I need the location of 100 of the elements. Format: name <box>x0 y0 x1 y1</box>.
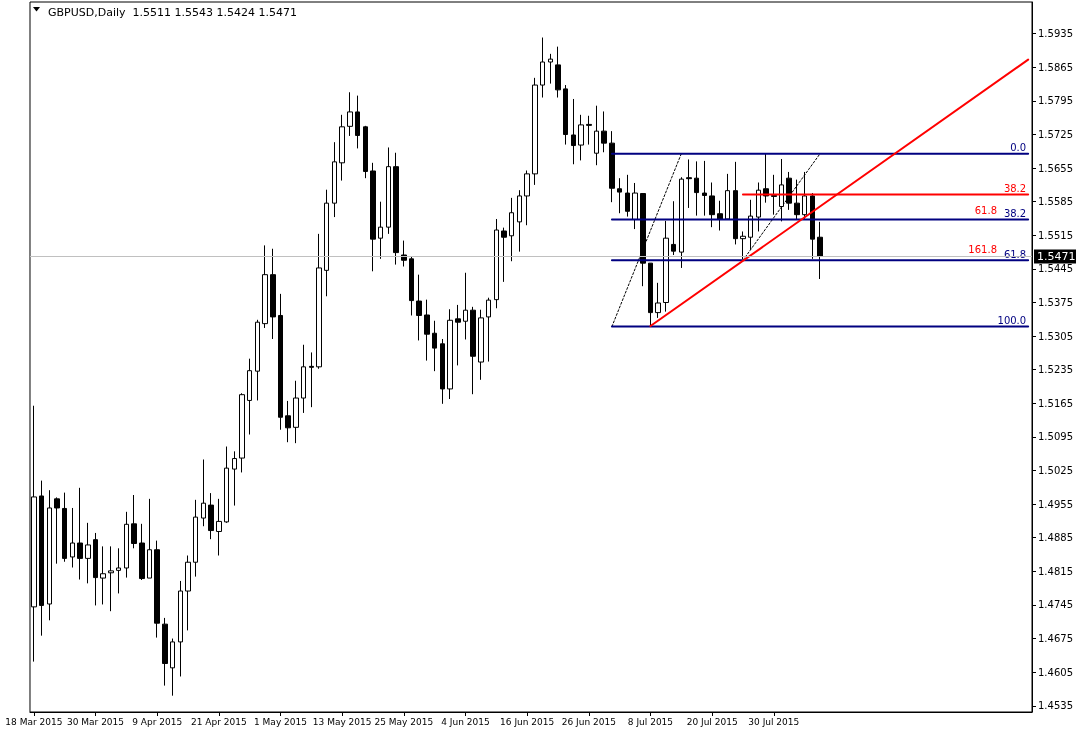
annotation: 161.8 <box>968 243 998 255</box>
candlestick <box>77 487 83 581</box>
series-label: 100.0 <box>997 315 1027 327</box>
candlestick <box>185 555 191 631</box>
candlestick <box>262 244 268 329</box>
candlestick <box>270 248 276 340</box>
candlestick <box>278 293 283 431</box>
y-tick-label: 1.5025 <box>1038 465 1074 477</box>
candlestick <box>100 545 106 605</box>
candlestick <box>386 146 391 235</box>
y-tick-label: 1.4605 <box>1038 666 1074 678</box>
candlestick <box>332 141 337 218</box>
candlestick <box>632 182 638 230</box>
chart-title: GBPUSD,Daily 1.5511 1.5543 1.5424 1.5471 <box>48 6 297 19</box>
x-tick-label: 21 Apr 2015 <box>191 716 247 727</box>
candlestick <box>609 130 615 203</box>
candlestick <box>478 309 484 381</box>
series-label: 38.2 <box>1003 183 1027 194</box>
candlestick <box>239 392 245 473</box>
candlestick <box>578 114 584 161</box>
candlestick <box>139 523 145 581</box>
candlestick <box>316 233 322 370</box>
candlestick <box>170 638 175 697</box>
x-tick-label: 30 Jul 2015 <box>748 716 800 727</box>
candlestick <box>147 498 152 579</box>
candlestick <box>393 152 399 266</box>
y-tick-label: 1.5445 <box>1038 263 1074 275</box>
y-tick-label: 1.5585 <box>1038 196 1074 208</box>
x-tick-label: 4 Jun 2015 <box>441 716 490 727</box>
x-tick-label: 26 Jun 2015 <box>561 716 616 727</box>
x-tick-label: 9 Apr 2015 <box>132 716 183 727</box>
y-tick-label: 1.5165 <box>1038 397 1074 409</box>
x-tick-label: 16 Jun 2015 <box>500 716 555 727</box>
candlestick <box>378 201 383 260</box>
y-tick-label: 1.4885 <box>1038 532 1074 544</box>
candlestick <box>424 299 430 362</box>
candlestick <box>432 320 437 372</box>
candlestick <box>201 458 206 527</box>
candlestick <box>193 499 198 578</box>
candlestick <box>301 344 306 414</box>
candlestick <box>224 446 229 524</box>
candlestick <box>601 110 607 153</box>
candlestick <box>517 189 522 253</box>
candlestick <box>794 179 800 221</box>
candlestick <box>594 105 599 166</box>
candlestick <box>208 492 214 540</box>
candlestick <box>463 272 468 340</box>
candlestick <box>62 492 67 563</box>
candlestick <box>347 91 353 137</box>
candlestick <box>216 498 222 556</box>
candlestick <box>586 115 592 146</box>
candlestick <box>779 158 784 222</box>
candlestick <box>455 304 461 366</box>
candlestick <box>501 227 507 283</box>
candlestick <box>532 77 538 186</box>
candlestick <box>786 171 792 211</box>
candlestick <box>671 200 676 256</box>
candlestick <box>47 489 52 621</box>
candlestick <box>447 308 453 400</box>
series-label: 0.0 <box>1010 142 1027 154</box>
candlestick <box>54 496 60 565</box>
x-tick-label: 25 May 2015 <box>374 716 434 727</box>
y-tick-label: 1.5655 <box>1038 162 1074 174</box>
candlestick <box>486 297 491 363</box>
candlestick <box>540 37 545 99</box>
candlestick <box>162 617 168 687</box>
candlestick <box>93 532 98 606</box>
y-tick-label: 1.5795 <box>1038 95 1074 107</box>
candlestick <box>494 218 499 309</box>
candlestick <box>39 480 44 637</box>
candlestick <box>756 182 761 232</box>
y-tick-label: 1.5515 <box>1038 229 1074 241</box>
candlestick <box>247 358 252 436</box>
candlestick <box>232 450 237 507</box>
candlestick <box>648 262 653 328</box>
candlestick <box>617 177 622 214</box>
y-tick-label: 1.4815 <box>1038 565 1074 577</box>
candlestick <box>108 545 114 612</box>
y-tick-label: 1.4745 <box>1038 599 1074 611</box>
candlestick <box>355 95 360 149</box>
candlestick <box>70 507 75 568</box>
candlestick <box>625 174 630 218</box>
candlestick <box>709 182 715 228</box>
candlestick <box>131 494 137 549</box>
candlestick <box>655 282 661 319</box>
candlestick <box>470 306 476 395</box>
candlestick <box>663 220 669 313</box>
candlestick <box>124 511 129 579</box>
candlestick <box>116 547 121 594</box>
candlestick <box>440 338 445 405</box>
candlestick <box>748 199 753 251</box>
y-tick-label: 1.5305 <box>1038 330 1074 342</box>
candlestick <box>416 274 422 341</box>
series-label: 38.2 <box>1003 207 1027 219</box>
candlestick <box>370 162 376 272</box>
candlestick <box>85 522 91 584</box>
x-tick-label: 30 Mar 2015 <box>66 716 125 727</box>
y-tick-label: 1.5865 <box>1038 61 1074 73</box>
y-tick-label: 1.4535 <box>1038 700 1074 712</box>
annotation: 61.8 <box>974 204 997 216</box>
